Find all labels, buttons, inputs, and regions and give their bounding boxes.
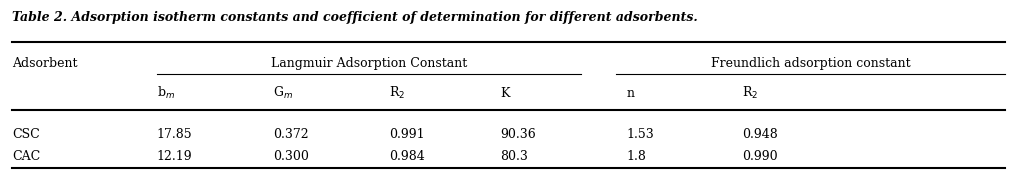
Text: CSC: CSC bbox=[12, 128, 39, 141]
Text: 90.36: 90.36 bbox=[500, 128, 535, 141]
Text: G$_m$: G$_m$ bbox=[273, 85, 293, 101]
Text: Table 2. Adsorption isotherm constants and coefficient of determination for diff: Table 2. Adsorption isotherm constants a… bbox=[12, 11, 698, 24]
Text: R$_2$: R$_2$ bbox=[389, 85, 405, 101]
Text: b$_m$: b$_m$ bbox=[157, 85, 175, 101]
Text: R$_2$: R$_2$ bbox=[742, 85, 759, 101]
Text: n: n bbox=[626, 87, 634, 100]
Text: 17.85: 17.85 bbox=[157, 128, 192, 141]
Text: 12.19: 12.19 bbox=[157, 150, 192, 163]
Text: 0.991: 0.991 bbox=[389, 128, 424, 141]
Text: Adsorbent: Adsorbent bbox=[12, 57, 78, 70]
Text: 1.8: 1.8 bbox=[626, 150, 646, 163]
Text: 0.300: 0.300 bbox=[273, 150, 309, 163]
Text: 0.372: 0.372 bbox=[273, 128, 308, 141]
Text: Langmuir Adsorption Constant: Langmuir Adsorption Constant bbox=[271, 57, 467, 70]
Text: CAC: CAC bbox=[12, 150, 40, 163]
Text: 0.990: 0.990 bbox=[742, 150, 778, 163]
Text: Freundlich adsorption constant: Freundlich adsorption constant bbox=[711, 57, 910, 70]
Text: 0.948: 0.948 bbox=[742, 128, 778, 141]
Text: 1.53: 1.53 bbox=[626, 128, 653, 141]
Text: 80.3: 80.3 bbox=[500, 150, 528, 163]
Text: K: K bbox=[500, 87, 509, 100]
Text: 0.984: 0.984 bbox=[389, 150, 424, 163]
